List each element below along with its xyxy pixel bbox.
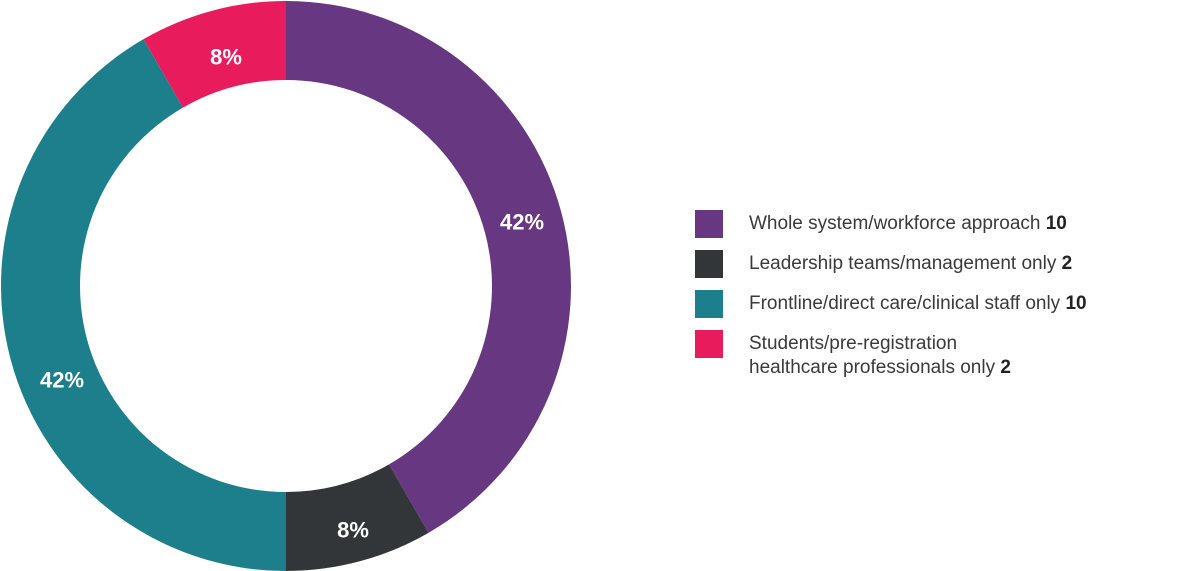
legend: Whole system/workforce approach 10 Leade… xyxy=(695,210,1193,392)
legend-swatch-students xyxy=(695,330,723,358)
slice-label-leadership: 8% xyxy=(337,518,369,543)
legend-label-whole-system: Whole system/workforce approach xyxy=(749,213,1041,234)
legend-count-students: 2 xyxy=(1000,357,1011,378)
legend-count-leadership: 2 xyxy=(1061,253,1073,274)
legend-item-frontline: Frontline/direct care/clinical staff onl… xyxy=(695,290,1193,318)
legend-count-frontline: 10 xyxy=(1065,293,1087,314)
slice-whole-system xyxy=(286,1,572,533)
legend-label-students: Students/pre-registration healthcare pro… xyxy=(749,333,996,378)
slice-label-whole-system: 42% xyxy=(500,210,544,235)
legend-count-whole-system: 10 xyxy=(1045,213,1067,234)
slice-leadership xyxy=(286,464,429,571)
slice-label-frontline: 42% xyxy=(40,368,84,393)
legend-swatch-leadership xyxy=(695,250,723,278)
legend-label-frontline: Frontline/direct care/clinical staff onl… xyxy=(749,293,1061,314)
slice-students xyxy=(143,1,286,108)
legend-label-leadership: Leadership teams/management only xyxy=(749,253,1057,274)
legend-item-students: Students/pre-registration healthcare pro… xyxy=(695,330,1193,380)
legend-swatch-frontline xyxy=(695,290,723,318)
legend-item-whole-system: Whole system/workforce approach 10 xyxy=(695,210,1193,238)
legend-swatch-whole-system xyxy=(695,210,723,238)
donut-chart: 42% 8% 42% 8% xyxy=(1,1,572,571)
slice-frontline xyxy=(1,39,286,571)
legend-item-leadership: Leadership teams/management only 2 xyxy=(695,250,1193,278)
slice-label-students: 8% xyxy=(210,45,242,70)
